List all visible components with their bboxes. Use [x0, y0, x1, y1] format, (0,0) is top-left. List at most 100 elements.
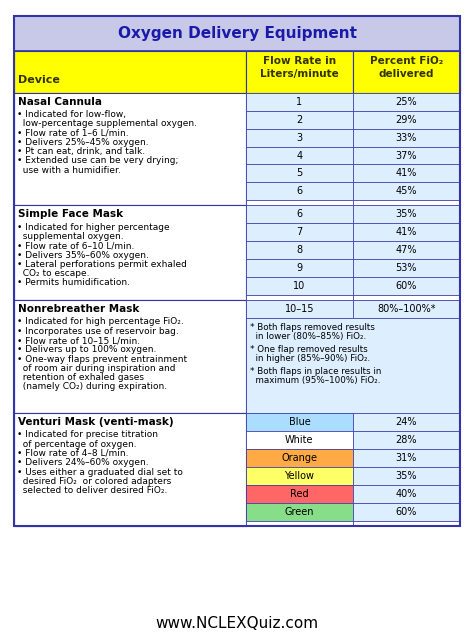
Text: • Flow rate of 1–6 L/min.: • Flow rate of 1–6 L/min.	[17, 129, 128, 138]
Text: • Flow rate of 4–8 L/min.: • Flow rate of 4–8 L/min.	[17, 449, 128, 458]
Text: • Indicated for higher percentage: • Indicated for higher percentage	[17, 223, 170, 232]
Text: 6: 6	[296, 209, 302, 220]
Text: White: White	[285, 435, 314, 445]
Text: 60%: 60%	[396, 281, 417, 291]
Text: • Lateral perforations permit exhaled: • Lateral perforations permit exhaled	[17, 260, 187, 269]
Text: Orange: Orange	[282, 453, 318, 463]
Bar	[246, 223, 353, 241]
Bar	[14, 93, 246, 205]
Text: 29%: 29%	[396, 115, 417, 125]
Bar	[353, 93, 460, 111]
Bar	[246, 431, 353, 449]
Bar	[246, 295, 353, 300]
Text: use with a humidifier.: use with a humidifier.	[17, 166, 121, 175]
Bar	[246, 318, 460, 413]
Bar	[353, 300, 460, 318]
Text: Green: Green	[284, 507, 314, 516]
Bar	[14, 16, 460, 526]
Text: 4: 4	[296, 150, 302, 161]
Bar	[246, 449, 353, 467]
Text: retention of exhaled gases: retention of exhaled gases	[17, 373, 144, 382]
Text: 9: 9	[296, 263, 302, 273]
Text: • Indicated for precise titration: • Indicated for precise titration	[17, 431, 158, 440]
Text: 10: 10	[293, 281, 306, 291]
Bar	[246, 300, 353, 318]
Text: • Delivers 35%–60% oxygen.: • Delivers 35%–60% oxygen.	[17, 251, 149, 260]
Bar	[246, 277, 353, 295]
Bar	[353, 111, 460, 129]
Text: • Incorporates use of reservoir bag.: • Incorporates use of reservoir bag.	[17, 327, 179, 336]
Text: 80%–100%*: 80%–100%*	[377, 304, 436, 314]
Text: selected to deliver desired FiO₂.: selected to deliver desired FiO₂.	[17, 486, 167, 495]
Text: 5: 5	[296, 168, 302, 179]
Text: * Both flaps removed results: * Both flaps removed results	[250, 323, 374, 332]
Bar	[246, 241, 353, 259]
Text: 25%: 25%	[395, 97, 417, 107]
Text: • Pt can eat, drink, and talk.: • Pt can eat, drink, and talk.	[17, 147, 145, 156]
Text: 10–15: 10–15	[284, 304, 314, 314]
Text: of percentage of oxygen.: of percentage of oxygen.	[17, 440, 137, 449]
Text: 37%: 37%	[396, 150, 417, 161]
Bar	[246, 182, 353, 200]
Bar	[353, 449, 460, 467]
Text: • Delivers 25%–45% oxygen.: • Delivers 25%–45% oxygen.	[17, 138, 149, 147]
Text: 7: 7	[296, 227, 302, 237]
Bar	[353, 277, 460, 295]
Text: 31%: 31%	[396, 453, 417, 463]
Bar	[353, 147, 460, 164]
Bar	[353, 503, 460, 521]
Text: desired FiO₂  or colored adapters: desired FiO₂ or colored adapters	[17, 477, 171, 486]
Text: 41%: 41%	[396, 227, 417, 237]
Text: • Delivers up to 100% oxygen.: • Delivers up to 100% oxygen.	[17, 346, 156, 355]
Text: Flow Rate in
Liters/minute: Flow Rate in Liters/minute	[260, 56, 339, 79]
Text: • Permits humidification.: • Permits humidification.	[17, 278, 130, 287]
Bar	[246, 205, 353, 223]
Bar	[353, 164, 460, 182]
Text: 33%: 33%	[396, 132, 417, 143]
Text: 1: 1	[296, 97, 302, 107]
Text: • Flow rate of 6–10 L/min.: • Flow rate of 6–10 L/min.	[17, 241, 135, 250]
Bar	[246, 413, 353, 431]
Bar	[353, 205, 460, 223]
Text: • Flow rate of 10–15 L/min.: • Flow rate of 10–15 L/min.	[17, 336, 140, 345]
Bar	[353, 129, 460, 147]
Bar	[353, 182, 460, 200]
Text: 47%: 47%	[396, 245, 417, 255]
Text: 60%: 60%	[396, 507, 417, 516]
Bar	[246, 51, 353, 93]
Bar	[246, 93, 353, 111]
Text: 35%: 35%	[396, 471, 417, 481]
Bar	[246, 200, 353, 205]
Text: 53%: 53%	[396, 263, 417, 273]
Bar	[14, 413, 246, 526]
Bar	[246, 147, 353, 164]
Text: 45%: 45%	[396, 186, 417, 196]
Text: of room air during inspiration and: of room air during inspiration and	[17, 364, 175, 373]
Bar	[14, 205, 246, 300]
Bar	[353, 467, 460, 485]
Text: 8: 8	[296, 245, 302, 255]
Bar	[246, 164, 353, 182]
Text: 24%: 24%	[396, 417, 417, 427]
Text: in lower (80%–85%) FiO₂.: in lower (80%–85%) FiO₂.	[250, 333, 366, 342]
Bar	[14, 16, 460, 51]
Text: • Indicated for low-flow,: • Indicated for low-flow,	[17, 110, 126, 119]
Bar	[246, 259, 353, 277]
Bar	[353, 485, 460, 503]
Text: 35%: 35%	[396, 209, 417, 220]
Bar	[353, 295, 460, 300]
Text: * One flap removed results: * One flap removed results	[250, 345, 367, 354]
Bar	[14, 300, 246, 413]
Text: Percent FiO₂
delivered: Percent FiO₂ delivered	[370, 56, 443, 79]
Bar	[353, 223, 460, 241]
Bar	[353, 413, 460, 431]
Text: Nasal Cannula: Nasal Cannula	[18, 97, 102, 107]
Text: www.NCLEXQuiz.com: www.NCLEXQuiz.com	[155, 616, 319, 632]
Text: 6: 6	[296, 186, 302, 196]
Bar	[246, 129, 353, 147]
Text: 28%: 28%	[396, 435, 417, 445]
Text: Oxygen Delivery Equipment: Oxygen Delivery Equipment	[118, 26, 356, 41]
Text: (namely CO₂) during expiration.: (namely CO₂) during expiration.	[17, 383, 167, 392]
Bar	[246, 485, 353, 503]
Text: 3: 3	[296, 132, 302, 143]
